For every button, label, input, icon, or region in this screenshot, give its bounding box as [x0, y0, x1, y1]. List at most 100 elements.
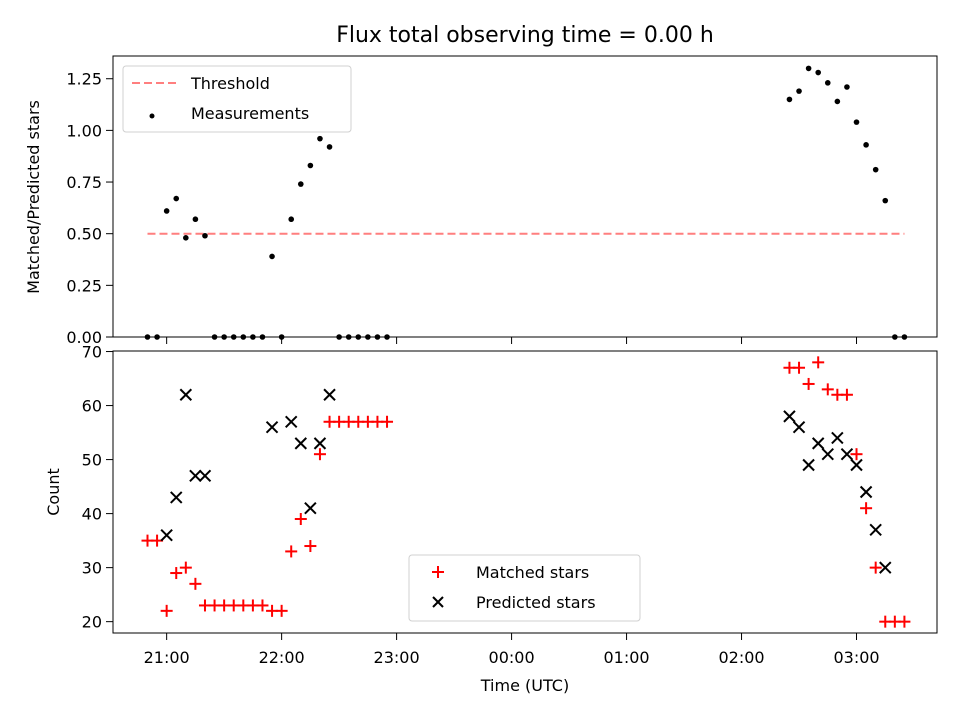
- measurement-point: [326, 144, 333, 150]
- measurement-point: [872, 166, 879, 173]
- matched-star-point: [840, 388, 853, 401]
- measurements-legend-label: Measurements: [191, 104, 309, 123]
- top-ytick-label: 0.75: [66, 173, 102, 192]
- predicted-star-point: [850, 458, 863, 472]
- measurement-point: [173, 195, 180, 202]
- matched-star-point: [802, 377, 815, 390]
- bottom-ylabel: Count: [44, 468, 63, 516]
- measurement-point: [317, 135, 323, 142]
- top-legend-box: [122, 65, 352, 133]
- matched-star-point: [850, 448, 863, 461]
- measurement-point: [307, 162, 314, 169]
- predicted-star-point: [198, 469, 212, 483]
- matched-star-point: [381, 415, 394, 428]
- measurement-point: [786, 96, 793, 103]
- bottom-xtick-label: 00:00: [489, 648, 535, 667]
- predicted-star-point: [304, 501, 317, 515]
- top-ytick-label: 1.25: [66, 70, 102, 89]
- measurement-point: [834, 98, 841, 105]
- matched-legend-swatch: [432, 566, 444, 578]
- predicted-star-point: [285, 415, 298, 428]
- predicted-star-point: [179, 388, 193, 401]
- matched-star-point: [189, 577, 202, 590]
- bottom-ytick-label: 60: [82, 397, 102, 416]
- predicted-star-point: [811, 437, 825, 450]
- measurement-point: [844, 84, 850, 90]
- matched-star-point: [256, 599, 269, 612]
- predicted-star-point: [792, 420, 806, 434]
- predicted-star-point: [879, 561, 892, 574]
- top-ylabel: Matched/Predicted stars: [24, 100, 43, 294]
- predicted-star-point: [265, 420, 279, 434]
- measurement-point: [288, 216, 295, 223]
- measurement-point: [796, 88, 802, 94]
- predicted-star-point: [294, 437, 308, 450]
- measurement-point: [882, 197, 889, 204]
- predicted-legend-swatch: [432, 596, 444, 608]
- measurement-point: [863, 142, 869, 148]
- predicted-star-point: [783, 410, 796, 423]
- bottom-xtick-label: 22:00: [259, 648, 305, 667]
- bottom-xtick-label: 01:00: [604, 648, 650, 667]
- matched-star-point: [294, 513, 307, 526]
- matched-star-point: [160, 604, 173, 617]
- predicted-star-point: [840, 447, 854, 461]
- measurements-legend-swatch: [149, 113, 155, 119]
- measurement-point: [815, 69, 821, 76]
- bottom-xtick-label: 03:00: [833, 648, 879, 667]
- measurement-point: [192, 216, 199, 223]
- measurement-point: [853, 119, 860, 125]
- measurement-point: [297, 181, 304, 187]
- top-axes: 0.00 0.25 0.50 0.75 1.00 1.25 Matched/Predict…: [24, 55, 938, 347]
- matched-star-point: [898, 615, 911, 628]
- matched-star-point: [313, 448, 326, 461]
- threshold-legend-label: Threshold: [190, 74, 270, 93]
- matched-star-point: [179, 561, 192, 574]
- measurement-point: [202, 232, 208, 239]
- matched-star-point: [285, 545, 298, 558]
- bottom-legend-box: [408, 554, 641, 622]
- predicted-star-point: [323, 388, 336, 401]
- matched-star-point: [793, 361, 806, 374]
- bottom-ytick-label: 50: [82, 451, 102, 470]
- chart-title: Flux total observing time = 0.00 h: [336, 23, 714, 48]
- top-ytick-label: 0.50: [66, 225, 102, 244]
- top-ytick-label: 0.25: [66, 276, 102, 295]
- matched-star-point: [170, 567, 183, 580]
- measurement-point: [824, 80, 831, 86]
- matched-star-point: [304, 540, 317, 553]
- predicted-star-point: [160, 529, 173, 542]
- predicted-star-point: [859, 485, 873, 499]
- measurement-point: [805, 65, 812, 72]
- predicted-star-point: [869, 523, 882, 537]
- bottom-axes: 20 30 40 50 60 70 21:00 22:00 23:00 00:00 01:00 02:…: [44, 343, 938, 695]
- measurement-point: [183, 235, 189, 241]
- bottom-axes-frame: [112, 350, 938, 634]
- bottom-ytick-label: 20: [82, 613, 102, 632]
- bottom-xtick-label: 21:00: [144, 648, 190, 667]
- bottom-xlabel: Time (UTC): [480, 676, 569, 695]
- predicted-star-point: [189, 469, 202, 483]
- matched-star-point: [869, 561, 882, 574]
- top-ytick-label: 0.00: [66, 328, 102, 347]
- matched-legend-label: Matched stars: [476, 563, 589, 582]
- matched-star-point: [812, 356, 825, 369]
- measurement-point: [163, 208, 170, 214]
- predicted-legend-label: Predicted stars: [476, 593, 596, 612]
- bottom-xtick-label: 02:00: [718, 648, 764, 667]
- bottom-ytick-label: 30: [82, 559, 102, 578]
- matched-star-point: [821, 383, 834, 396]
- top-ytick-label: 1.00: [66, 121, 102, 140]
- predicted-star-point: [831, 431, 844, 445]
- bottom-xtick-label: 23:00: [374, 648, 420, 667]
- top-axes-frame: [112, 55, 938, 338]
- top-legend: Threshold Measurements: [122, 65, 352, 133]
- predicted-star-point: [170, 491, 183, 504]
- bottom-ytick-label: 40: [82, 505, 102, 524]
- predicted-star-point: [313, 437, 327, 450]
- bottom-ytick-label: 70: [82, 343, 102, 362]
- matched-star-point: [275, 604, 288, 617]
- bottom-legend: Matched stars Predicted stars: [408, 554, 641, 622]
- predicted-star-point: [821, 447, 834, 461]
